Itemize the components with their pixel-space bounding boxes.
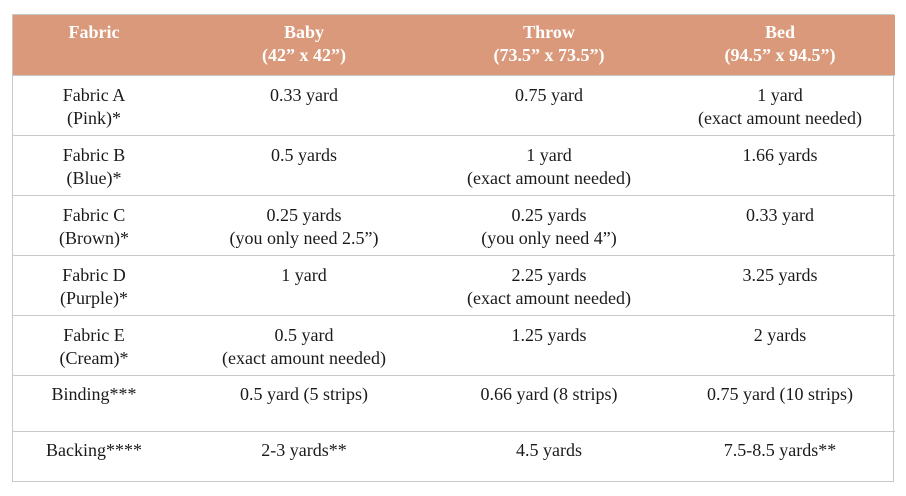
- cell-throw: 0.66 yard (8 strips): [433, 374, 665, 431]
- cell-bed-line: 1 yard: [757, 84, 803, 105]
- cell-throw: 0.75 yard: [433, 74, 665, 135]
- cell-baby: 0.33 yard: [175, 74, 433, 135]
- cell-baby-line: (you only need 2.5”): [229, 227, 379, 248]
- header-baby: Baby (42” x 42”): [175, 15, 433, 75]
- table-row: Binding*** 0.5 yard (5 strips) 0.66 yard (…: [13, 374, 895, 431]
- cell-throw-line: (you only need 4”): [481, 227, 617, 248]
- cell-fabric: Fabric E (Cream)*: [13, 314, 175, 375]
- cell-baby-line: 0.5 yard (5 strips): [240, 383, 368, 404]
- header-baby-title: Baby: [283, 22, 325, 42]
- cell-throw-line: 0.25 yards: [511, 204, 587, 225]
- cell-fabric-line: Fabric C: [62, 204, 126, 225]
- table-row: Fabric A (Pink)* 0.33 yard 0.75 yard 1 yard(…: [13, 74, 895, 135]
- cell-baby: 0.5 yard (exact amount needed): [175, 314, 433, 375]
- cell-throw: 2.25 yards (exact amount needed): [433, 254, 665, 315]
- cell-baby: 0.25 yards (you only need 2.5”): [175, 194, 433, 255]
- cell-baby-line: (exact amount needed): [222, 347, 386, 368]
- cell-fabric-line: Binding***: [51, 383, 137, 404]
- cell-throw: 1.25 yards: [433, 314, 665, 375]
- cell-baby-line: 2-3 yards**: [261, 439, 347, 460]
- cell-baby-line: 1 yard: [281, 264, 327, 285]
- cell-baby: 2-3 yards**: [175, 430, 433, 488]
- cell-fabric-line: (Pink)*: [67, 107, 121, 128]
- cell-bed-line: 2 yards: [753, 324, 807, 345]
- cell-throw-line: (exact amount needed): [467, 287, 631, 308]
- cell-throw-line: 2.25 yards: [511, 264, 587, 285]
- header-fabric-label: Fabric: [68, 22, 120, 42]
- cell-fabric: Binding***: [13, 374, 175, 431]
- cell-baby-line: 0.5 yard: [274, 324, 334, 345]
- cell-fabric-line: Fabric D: [62, 264, 126, 285]
- cell-throw: 1 yard (exact amount needed): [433, 134, 665, 195]
- cell-fabric: Fabric C (Brown)*: [13, 194, 175, 255]
- table-row: Backing**** 2-3 yards** 4.5 yards 7.5-8.5 y…: [13, 430, 895, 488]
- cell-throw-line: 4.5 yards: [516, 439, 582, 460]
- cell-throw-line: 0.66 yard (8 strips): [480, 383, 618, 404]
- cell-fabric: Fabric A (Pink)*: [13, 74, 175, 135]
- cell-bed: 2 yards: [665, 314, 895, 375]
- cell-fabric-line: Fabric B: [62, 144, 126, 165]
- table-body: Fabric A (Pink)* 0.33 yard 0.75 yard 1 yard(…: [13, 74, 895, 488]
- cell-throw: 0.25 yards (you only need 4”): [433, 194, 665, 255]
- cell-bed: 0.75 yard (10 strips): [665, 374, 895, 431]
- cell-bed-line: 3.25 yards: [742, 264, 818, 285]
- cell-baby: 1 yard: [175, 254, 433, 315]
- cell-bed-line: 1.66 yards: [742, 144, 818, 165]
- header-throw-title: Throw: [523, 22, 575, 42]
- cell-baby-line: 0.33 yard: [270, 84, 338, 105]
- header-throw: Throw (73.5” x 73.5”): [433, 15, 665, 75]
- cell-fabric-line: Backing****: [46, 439, 142, 460]
- cell-fabric-line: (Blue)*: [66, 167, 122, 188]
- cell-throw-line: (exact amount needed): [467, 167, 631, 188]
- cell-bed-line: 0.33 yard: [746, 204, 814, 225]
- table-row: Fabric B (Blue)* 0.5 yards 1 yard (exact amo…: [13, 134, 895, 195]
- header-throw-size: (73.5” x 73.5”): [493, 45, 605, 65]
- cell-fabric-line: Fabric A: [62, 84, 126, 105]
- cell-bed-line: 7.5-8.5 yards**: [723, 439, 837, 460]
- cell-fabric-line: Fabric E: [63, 324, 125, 345]
- cell-bed: 7.5-8.5 yards**: [665, 430, 895, 488]
- table-row: Fabric C (Brown)* 0.25 yards (you only need…: [13, 194, 895, 255]
- cell-fabric-line: (Brown)*: [59, 227, 129, 248]
- header-bed-title: Bed: [764, 22, 795, 42]
- fabric-table: Fabric Baby (42” x 42”) Throw (73.5” x 7…: [13, 15, 895, 488]
- table-row: Fabric D (Purple)* 1 yard 2.25 yards (exact …: [13, 254, 895, 315]
- cell-fabric: Backing****: [13, 430, 175, 488]
- cell-fabric: Fabric B (Blue)*: [13, 134, 175, 195]
- header-bed-size: (94.5” x 94.5”): [724, 45, 836, 65]
- cell-bed: 1 yard (exact amount needed): [665, 74, 895, 135]
- cell-throw: 4.5 yards: [433, 430, 665, 488]
- cell-throw-line: 1.25 yards: [511, 324, 587, 345]
- cell-baby-line: 0.25 yards: [266, 204, 342, 225]
- header-row: Fabric Baby (42” x 42”) Throw (73.5” x 7…: [13, 15, 895, 75]
- header-bed: Bed (94.5” x 94.5”): [665, 15, 895, 75]
- header-baby-size: (42” x 42”): [262, 45, 346, 65]
- cell-bed-line: 0.75 yard (10 strips): [707, 383, 853, 404]
- cell-fabric-line: (Cream)*: [59, 347, 129, 368]
- cell-bed: 0.33 yard: [665, 194, 895, 255]
- cell-baby: 0.5 yards: [175, 134, 433, 195]
- cell-baby: 0.5 yard (5 strips): [175, 374, 433, 431]
- fabric-requirements-table: Fabric Baby (42” x 42”) Throw (73.5” x 7…: [12, 14, 895, 488]
- table-header: Fabric Baby (42” x 42”) Throw (73.5” x 7…: [13, 15, 895, 75]
- cell-throw-line: 1 yard: [526, 144, 572, 165]
- cell-throw-line: 0.75 yard: [515, 84, 583, 105]
- cell-fabric-line: (Purple)*: [60, 287, 128, 308]
- cell-baby-line: 0.5 yards: [271, 144, 337, 165]
- header-fabric: Fabric: [13, 15, 175, 75]
- cell-fabric: Fabric D (Purple)*: [13, 254, 175, 315]
- cell-bed-line: (exact amount needed): [698, 107, 862, 128]
- table-row: Fabric E (Cream)* 0.5 yard (exact amount ne…: [13, 314, 895, 375]
- cell-bed: 3.25 yards: [665, 254, 895, 315]
- cell-bed: 1.66 yards: [665, 134, 895, 195]
